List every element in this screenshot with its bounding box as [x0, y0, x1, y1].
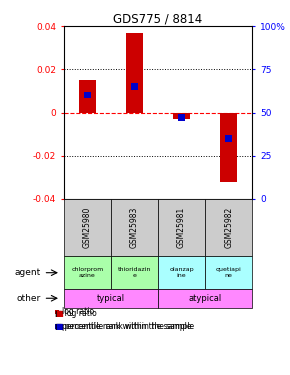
Bar [220, 112, 237, 182]
Text: GSM25983: GSM25983 [130, 207, 139, 248]
Text: agent: agent [14, 268, 41, 277]
Text: thioridazin
e: thioridazin e [118, 267, 151, 278]
Text: ■ log ratio: ■ log ratio [55, 309, 97, 318]
Text: log ratio: log ratio [62, 308, 95, 316]
Bar [84, 92, 91, 99]
Bar [225, 135, 232, 142]
Text: percentile rank within the sample: percentile rank within the sample [62, 322, 192, 331]
Text: GSM25980: GSM25980 [83, 207, 92, 248]
Text: olanzap
ine: olanzap ine [169, 267, 194, 278]
Text: GSM25982: GSM25982 [224, 207, 233, 248]
Text: chlorprom
azine: chlorprom azine [71, 267, 104, 278]
Bar [126, 33, 143, 112]
Bar [79, 80, 96, 112]
Bar [173, 112, 190, 119]
Title: GDS775 / 8814: GDS775 / 8814 [113, 12, 203, 25]
Text: typical: typical [97, 294, 125, 303]
Text: ■: ■ [55, 322, 63, 331]
Text: other: other [16, 294, 41, 303]
Text: GSM25981: GSM25981 [177, 207, 186, 248]
Text: quetiapi
ne: quetiapi ne [216, 267, 242, 278]
Bar [178, 114, 185, 121]
Text: atypical: atypical [188, 294, 222, 303]
Text: ■ percentile rank within the sample: ■ percentile rank within the sample [55, 322, 194, 331]
Bar [131, 83, 138, 90]
Text: ■: ■ [55, 309, 63, 318]
